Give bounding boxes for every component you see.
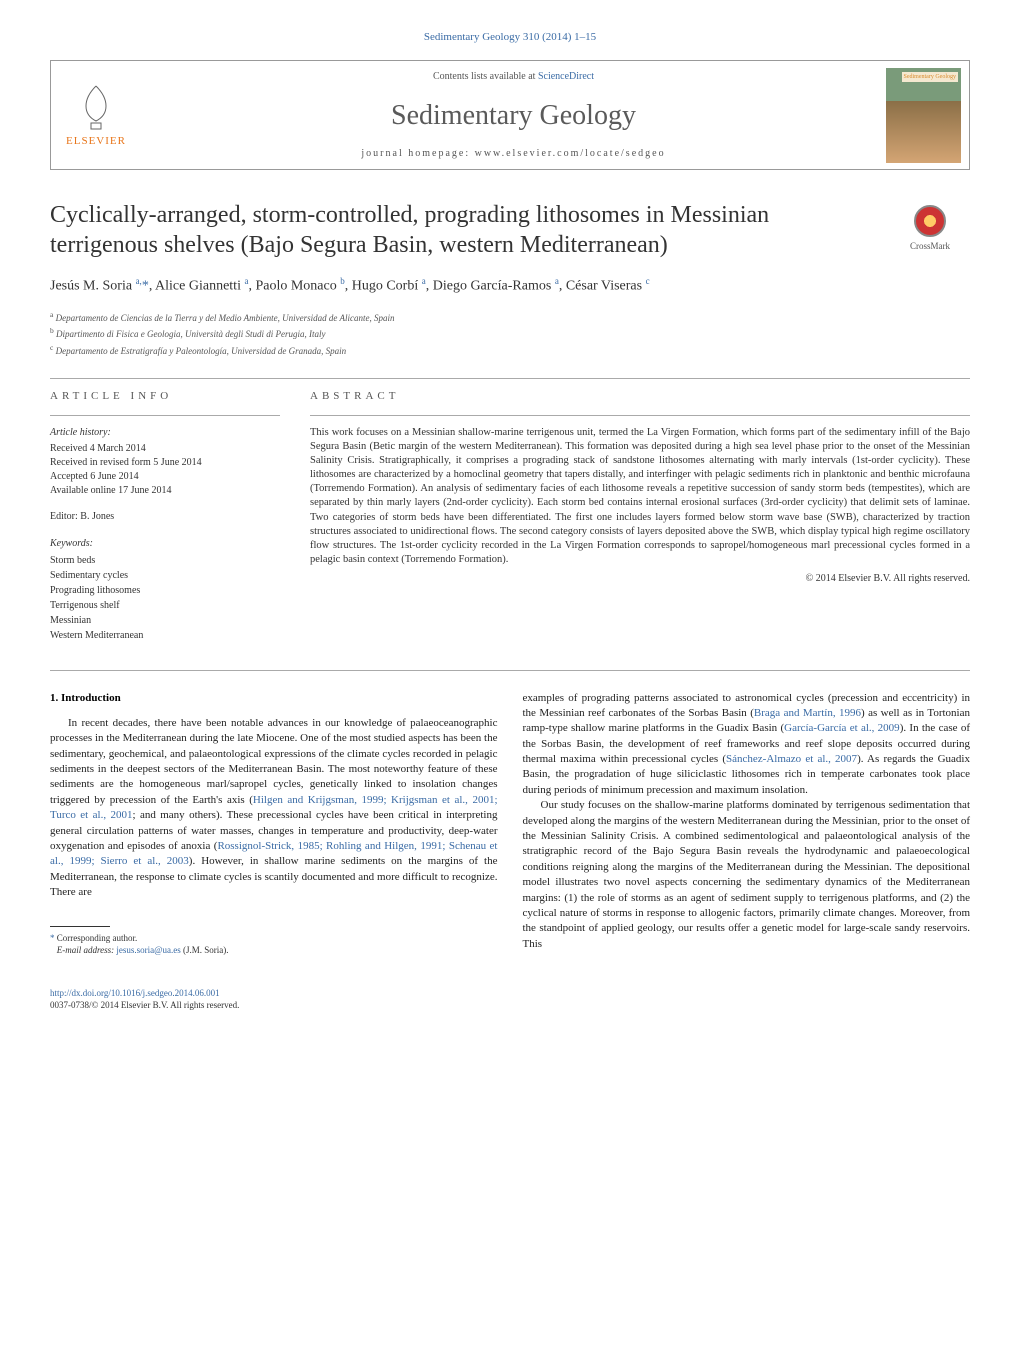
crossmark-badge[interactable]: CrossMark (890, 205, 970, 253)
intro-para-1: In recent decades, there have been notab… (50, 716, 498, 901)
top-citation: Sedimentary Geology 310 (2014) 1–15 (50, 30, 970, 45)
divider (50, 415, 280, 416)
header-center: Contents lists available at ScienceDirec… (141, 60, 886, 171)
keywords-block: Keywords: Storm beds Sedimentary cycles … (50, 536, 280, 643)
abstract-copyright: © 2014 Elsevier B.V. All rights reserved… (310, 572, 970, 586)
keyword: Prograding lithosomes (50, 583, 280, 598)
journal-homepage[interactable]: journal homepage: www.elsevier.com/locat… (151, 147, 876, 161)
issn-copyright: 0037-0738/© 2014 Elsevier B.V. All right… (50, 1000, 239, 1010)
section-1-head: 1. Introduction (50, 691, 498, 706)
body-columns: 1. Introduction In recent decades, there… (50, 691, 970, 957)
affiliations-block: a Departamento de Ciencias de la Tierra … (50, 309, 970, 359)
corresponding-email-link[interactable]: jesus.soria@ua.es (116, 945, 180, 955)
page-footer: http://dx.doi.org/10.1016/j.sedgeo.2014.… (50, 987, 970, 1012)
abstract-header: abstract (310, 389, 970, 404)
history-line: Available online 17 June 2014 (50, 484, 280, 498)
history-line: Accepted 6 June 2014 (50, 470, 280, 484)
contents-prefix: Contents lists available at (433, 71, 538, 82)
article-info-column: article info Article history: Received 4… (50, 389, 280, 654)
divider (50, 670, 970, 671)
doi-link[interactable]: http://dx.doi.org/10.1016/j.sedgeo.2014.… (50, 988, 220, 998)
crossmark-icon (914, 205, 946, 237)
keyword: Western Mediterranean (50, 628, 280, 643)
history-line: Received in revised form 5 June 2014 (50, 456, 280, 470)
sciencedirect-link[interactable]: ScienceDirect (538, 71, 594, 82)
info-abstract-row: article info Article history: Received 4… (50, 389, 970, 654)
divider (50, 378, 970, 379)
cover-label: Sedimentary Geology (902, 72, 959, 82)
abstract-column: abstract This work focuses on a Messinia… (310, 389, 970, 654)
affiliation: b Dipartimento di Fisica e Geologia, Uni… (50, 325, 970, 342)
article-title: Cyclically-arranged, storm-controlled, p… (50, 200, 875, 260)
keyword: Messinian (50, 613, 280, 628)
intro-para-2: examples of prograding patterns associat… (523, 691, 971, 799)
journal-cover-thumbnail: Sedimentary Geology (886, 68, 961, 163)
authors-line: Jesús M. Soria a,*, Alice Giannetti a, P… (50, 275, 970, 296)
elsevier-text: ELSEVIER (66, 134, 126, 149)
abstract-text: This work focuses on a Messinian shallow… (310, 426, 970, 568)
editor-line: Editor: B. Jones (50, 510, 280, 524)
elsevier-tree-icon (71, 81, 121, 131)
keyword: Storm beds (50, 553, 280, 568)
crossmark-text: CrossMark (910, 240, 950, 253)
journal-header-box: ELSEVIER Contents lists available at Sci… (50, 60, 970, 170)
keyword: Sedimentary cycles (50, 568, 280, 583)
elsevier-logo[interactable]: ELSEVIER (51, 61, 141, 169)
article-info-header: article info (50, 389, 280, 404)
footnote-separator (50, 926, 110, 927)
corresponding-footnote: * Corresponding author. E-mail address: … (50, 932, 498, 957)
contents-list-line: Contents lists available at ScienceDirec… (151, 70, 876, 84)
affiliation: a Departamento de Ciencias de la Tierra … (50, 309, 970, 326)
divider (310, 415, 970, 416)
keywords-head: Keywords: (50, 536, 280, 551)
history-head: Article history: (50, 426, 280, 440)
intro-para-3: Our study focuses on the shallow-marine … (523, 798, 971, 952)
article-history-block: Article history: Received 4 March 2014 R… (50, 426, 280, 498)
title-row: Cyclically-arranged, storm-controlled, p… (50, 200, 970, 260)
journal-name: Sedimentary Geology (151, 96, 876, 135)
body-col-left: 1. Introduction In recent decades, there… (50, 691, 498, 957)
affiliation: c Departamento de Estratigrafía y Paleon… (50, 342, 970, 359)
body-col-right: examples of prograding patterns associat… (523, 691, 971, 957)
keyword: Terrigenous shelf (50, 598, 280, 613)
history-line: Received 4 March 2014 (50, 442, 280, 456)
